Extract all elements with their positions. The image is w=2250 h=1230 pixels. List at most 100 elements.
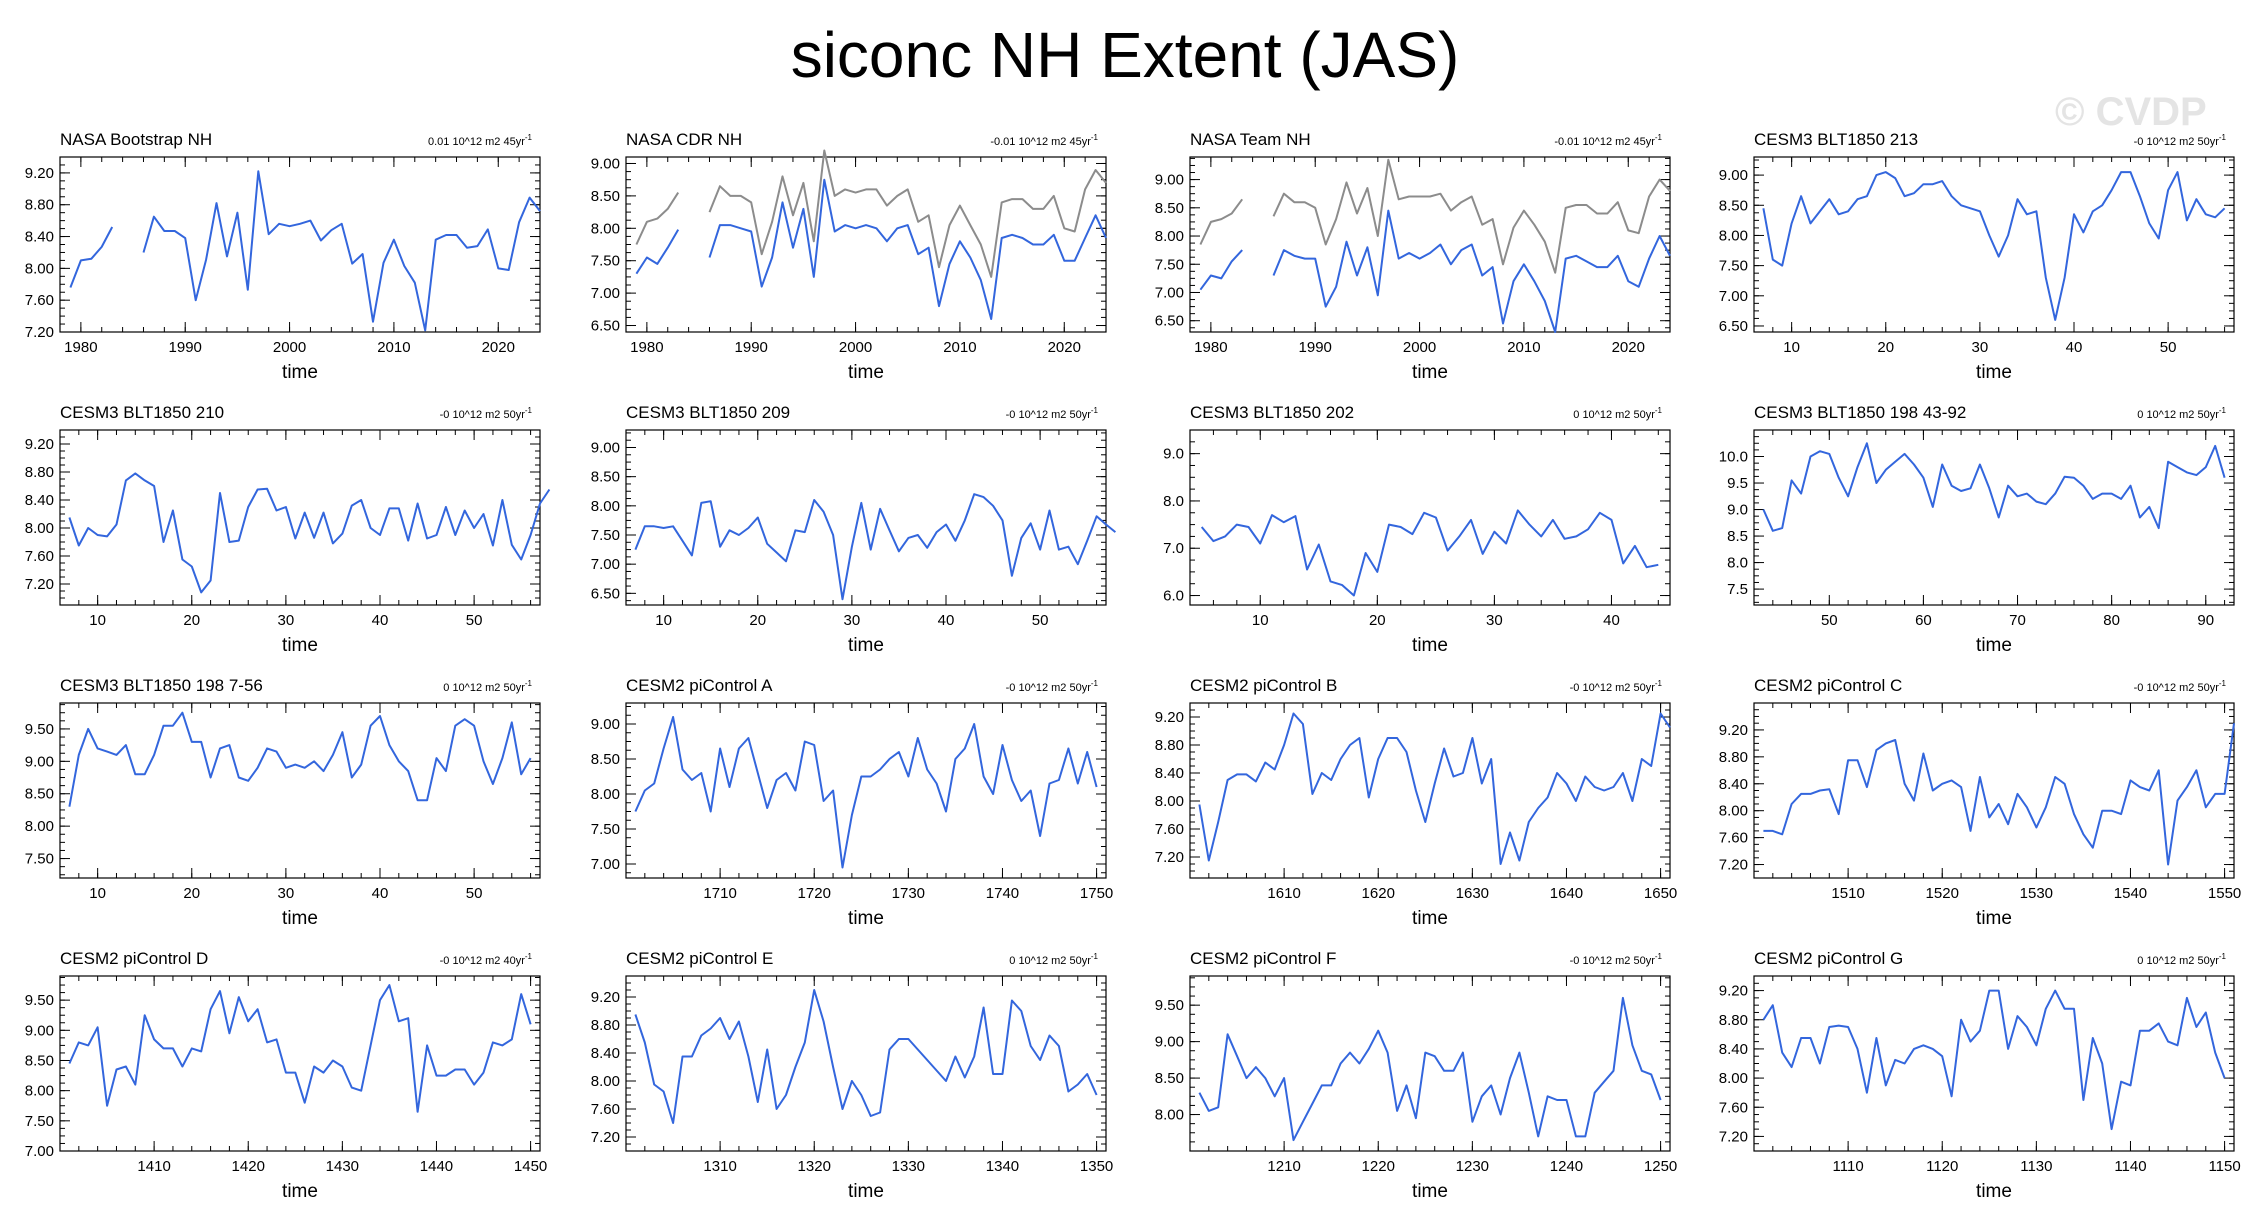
x-tick-label: 1140	[2114, 1158, 2146, 1175]
trend-superscript: -1	[1091, 952, 1099, 961]
series-line	[1200, 509, 1659, 597]
y-tick-label: 7.50	[591, 527, 620, 544]
x-tick-label: 1150	[2208, 1158, 2240, 1175]
y-tick-label: 6.50	[1155, 313, 1184, 330]
x-tick-label: 1210	[1267, 1158, 1300, 1175]
y-tick-label: 6.0	[1163, 588, 1184, 605]
x-tick-label: 1430	[326, 1158, 359, 1175]
trend-superscript: -1	[525, 679, 533, 688]
y-tick-label: 8.50	[25, 786, 54, 803]
panel-title: CESM3 BLT1850 213	[1754, 130, 1918, 149]
y-tick-label: 9.20	[25, 436, 54, 453]
y-tick-label: 8.00	[1719, 227, 1748, 244]
y-tick-label: 9.00	[591, 155, 620, 172]
y-tick-label: 7.20	[1155, 849, 1184, 866]
x-tick-label: 20	[1369, 612, 1386, 629]
trend-superscript: -1	[1655, 679, 1663, 688]
panel-trend: -0 10^12 m2 40yr-1	[440, 952, 533, 967]
y-tick-label: 9.0	[1163, 446, 1184, 463]
x-tick-label: 1540	[2114, 885, 2147, 902]
y-tick-label: 9.00	[1155, 1034, 1184, 1051]
y-tick-label: 8.80	[591, 1017, 620, 1034]
panel-9: CESM3 BLT1850 198 7-56 0 10^12 m2 50yr-1 1…	[25, 676, 541, 929]
y-tick-label: 6.50	[591, 585, 620, 602]
y-tick-label: 8.80	[1155, 737, 1184, 754]
series-line	[1762, 442, 2226, 532]
y-tick-label: 8.40	[1719, 1041, 1748, 1058]
x-tick-label: 1640	[1550, 885, 1583, 902]
x-axis-label: time	[848, 908, 884, 929]
y-tick-label: 7.60	[25, 292, 54, 309]
plot-frame	[1189, 975, 1671, 1152]
x-tick-label: 20	[183, 612, 200, 629]
x-tick-label: 1410	[137, 1158, 170, 1175]
x-tick-label: 1440	[420, 1158, 453, 1175]
series-line	[634, 989, 1098, 1124]
panel-trend: -0.01 10^12 m2 45yr-1	[990, 133, 1098, 148]
panel-trend: -0 10^12 m2 50yr-1	[2134, 679, 2227, 694]
series-line	[1198, 996, 1662, 1142]
x-tick-label: 2010	[377, 339, 410, 356]
plot-frame	[59, 429, 541, 606]
y-tick-label: 7.20	[591, 1129, 620, 1146]
y-tick-label: 9.00	[25, 1022, 54, 1039]
panel-trend: -0 10^12 m2 50yr-1	[1006, 679, 1099, 694]
y-tick-label: 8.00	[591, 498, 620, 515]
x-tick-label: 1620	[1362, 885, 1395, 902]
panel-title: CESM2 piControl G	[1754, 949, 1903, 968]
y-tick-label: 8.50	[1155, 200, 1184, 217]
x-axis-label: time	[282, 362, 318, 383]
y-tick-label: 8.80	[25, 464, 54, 481]
y-tick-label: 9.20	[1719, 722, 1748, 739]
x-tick-label: 1520	[1926, 885, 1959, 902]
y-tick-label: 7.00	[1155, 284, 1184, 301]
x-tick-label: 20	[1877, 339, 1894, 356]
y-tick-label: 8.50	[591, 751, 620, 768]
x-tick-label: 80	[2103, 612, 2120, 629]
x-axis-label: time	[1976, 1181, 2012, 1202]
x-tick-label: 1980	[630, 339, 663, 356]
x-tick-label: 50	[1821, 612, 1838, 629]
y-tick-label: 7.60	[591, 1101, 620, 1118]
y-tick-label: 7.00	[591, 856, 620, 873]
plot-frame	[1189, 156, 1671, 333]
x-tick-label: 1990	[1299, 339, 1332, 356]
y-tick-label: 8.00	[591, 786, 620, 803]
plot-frame	[59, 975, 541, 1152]
x-tick-label: 1110	[1833, 1158, 1864, 1175]
y-tick-label: 7.50	[25, 1113, 54, 1130]
plot-frame	[1189, 702, 1671, 879]
x-axis-label: time	[1976, 362, 2012, 383]
x-axis-label: time	[848, 362, 884, 383]
x-tick-label: 1120	[1926, 1158, 1958, 1175]
x-tick-label: 30	[1486, 612, 1503, 629]
y-tick-label: 9.20	[1155, 709, 1184, 726]
x-tick-label: 30	[844, 612, 861, 629]
panel-trend: -0 10^12 m2 50yr-1	[1006, 406, 1099, 421]
y-tick-label: 9.00	[591, 716, 620, 733]
x-tick-label: 10	[89, 885, 106, 902]
x-tick-label: 10	[655, 612, 672, 629]
y-tick-label: 8.00	[1719, 1070, 1748, 1087]
y-tick-label: 7.5	[1727, 581, 1748, 598]
panel-11: CESM2 piControl B -0 10^12 m2 50yr-1 1610 1…	[1155, 676, 1677, 929]
y-tick-label: 6.50	[1719, 318, 1748, 335]
y-tick-label: 7.50	[25, 851, 54, 868]
x-tick-label: 40	[938, 612, 955, 629]
x-axis-label: time	[1412, 908, 1448, 929]
y-tick-label: 7.60	[1155, 821, 1184, 838]
trend-superscript: -1	[2219, 406, 2227, 415]
x-tick-label: 70	[2009, 612, 2026, 629]
panel-trend: -0 10^12 m2 50yr-1	[1570, 679, 1663, 694]
x-tick-label: 1980	[64, 339, 97, 356]
series-line	[68, 984, 532, 1113]
panel-title: CESM2 piControl B	[1190, 676, 1337, 695]
panel-title: CESM2 piControl C	[1754, 676, 1902, 695]
x-tick-label: 10	[89, 612, 106, 629]
x-tick-label: 50	[2160, 339, 2177, 356]
panel-5: CESM3 BLT1850 210 -0 10^12 m2 50yr-1 10 20 3…	[25, 403, 551, 656]
x-tick-label: 1980	[1194, 339, 1227, 356]
x-axis-label: time	[848, 635, 884, 656]
x-tick-label: 2000	[273, 339, 306, 356]
x-axis-label: time	[1976, 908, 2012, 929]
